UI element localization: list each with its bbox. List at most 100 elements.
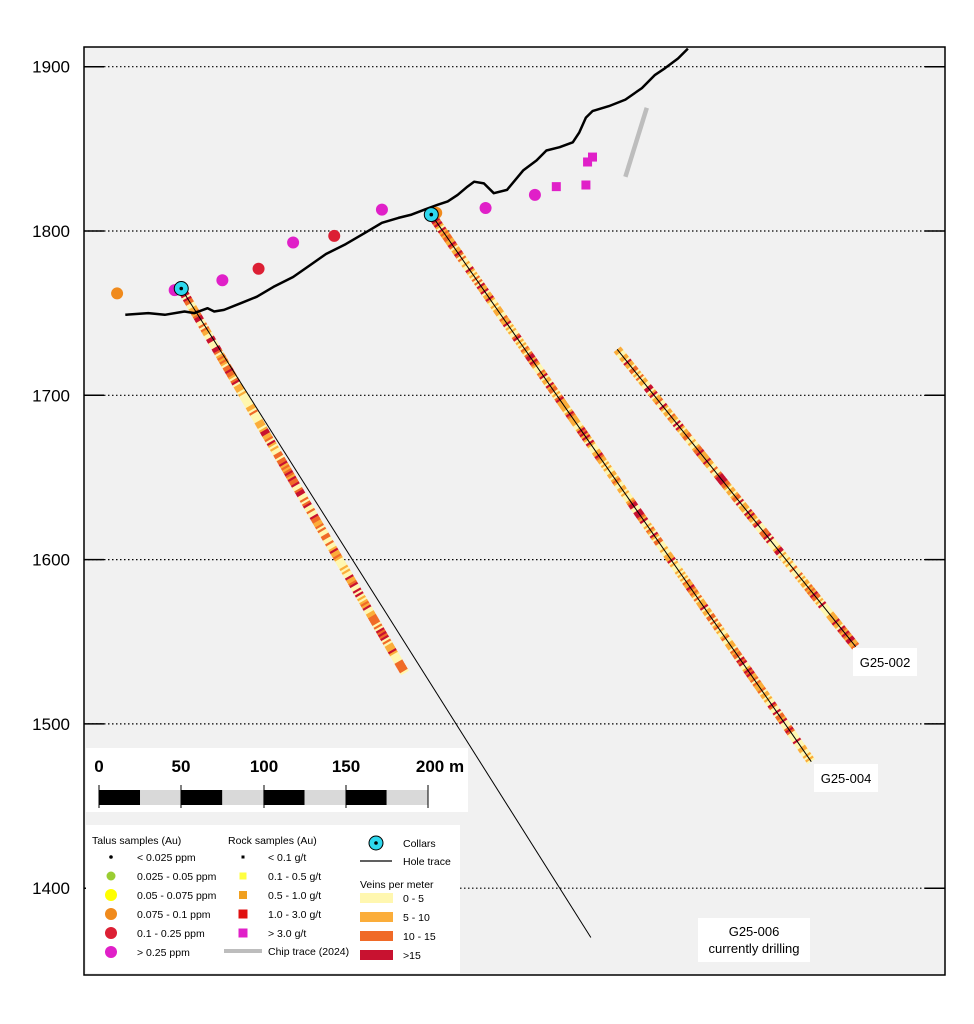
vein-segment bbox=[384, 642, 394, 650]
vein-segment bbox=[289, 479, 299, 487]
vein-segment bbox=[224, 367, 234, 375]
vein-segment bbox=[293, 485, 303, 493]
vein-segment bbox=[368, 613, 378, 621]
vein-segment bbox=[381, 636, 391, 644]
vein-segment bbox=[371, 619, 381, 627]
vein-segment bbox=[255, 420, 265, 428]
vein-segment bbox=[359, 598, 369, 606]
vein-segment bbox=[297, 492, 307, 500]
vein-segment bbox=[185, 299, 195, 307]
legend-rock-symbol bbox=[241, 855, 245, 859]
vein-segment bbox=[288, 477, 298, 485]
vein-segment bbox=[279, 462, 290, 470]
vein-segment bbox=[302, 502, 313, 510]
hole-label-g25-006: G25-006 currently drilling bbox=[698, 918, 810, 962]
vein-segment bbox=[356, 594, 367, 602]
vein-segment bbox=[256, 422, 266, 430]
vein-segment bbox=[397, 665, 407, 673]
tick-label: 1800 bbox=[32, 222, 70, 241]
vein-segment bbox=[358, 596, 368, 604]
scale-segment bbox=[263, 790, 305, 805]
legend-rock-symbol bbox=[238, 909, 248, 919]
vein-segment bbox=[261, 430, 271, 438]
legend-hole-trace-label: Hole trace bbox=[403, 856, 451, 868]
legend-vein-swatch bbox=[360, 893, 393, 903]
scale-label-50: 50 bbox=[172, 757, 191, 776]
tick-label: 1900 bbox=[32, 58, 70, 77]
vein-segment bbox=[382, 638, 392, 646]
legend-rock-entries: < 0.1 g/t 0.1 - 0.5 g/t 0.5 - 1.0 g/t 1.0 -… bbox=[238, 852, 321, 940]
legend-talus-label: < 0.025 ppm bbox=[137, 852, 196, 864]
vein-segment bbox=[386, 646, 396, 654]
vein-segment bbox=[192, 312, 203, 320]
vein-segment bbox=[373, 623, 383, 631]
vein-segment bbox=[186, 301, 196, 309]
legend-veins-entries: 0 - 5 5 - 10 10 - 15 >15 bbox=[360, 893, 436, 962]
vein-segment bbox=[264, 435, 274, 443]
vein-segment bbox=[316, 524, 326, 532]
legend-talus-title: Talus samples (Au) bbox=[92, 835, 181, 847]
vein-segment bbox=[394, 659, 404, 667]
hole-label-status: currently drilling bbox=[708, 941, 799, 956]
vein-segment bbox=[225, 369, 236, 377]
legend-vein-label: 0 - 5 bbox=[403, 893, 424, 905]
vein-segment bbox=[392, 655, 402, 663]
vein-segment bbox=[251, 413, 261, 421]
vein-segment bbox=[286, 473, 296, 481]
vein-segment bbox=[312, 519, 323, 527]
vein-segment bbox=[269, 445, 280, 453]
vein-segment bbox=[349, 581, 359, 589]
legend-vein-swatch bbox=[360, 912, 393, 922]
vein-segment bbox=[365, 610, 376, 618]
legend-collars-label: Collars bbox=[403, 838, 436, 850]
vein-segment bbox=[370, 617, 380, 625]
vein-segment bbox=[237, 390, 248, 398]
vein-segment bbox=[277, 458, 287, 466]
legend-vein-swatch bbox=[360, 931, 393, 941]
legend-rock-label: < 0.1 g/t bbox=[268, 852, 306, 864]
vein-segment bbox=[236, 388, 247, 396]
vein-segment bbox=[304, 504, 314, 512]
hole-label-box bbox=[814, 764, 878, 792]
legend-rock-label: 1.0 - 3.0 g/t bbox=[268, 909, 321, 921]
vein-segment bbox=[207, 337, 217, 345]
vein-segment bbox=[244, 401, 254, 409]
legend-talus-label: 0.1 - 0.25 ppm bbox=[137, 928, 205, 940]
scale-segment bbox=[181, 790, 223, 805]
legend-vein-swatch bbox=[360, 950, 393, 960]
hole-label-text: G25-002 bbox=[860, 655, 911, 670]
legend-rock-label: 0.5 - 1.0 g/t bbox=[268, 890, 321, 902]
vein-segment bbox=[329, 547, 339, 555]
scale-segment bbox=[222, 790, 264, 805]
vein-segment bbox=[395, 661, 405, 669]
vein-segment bbox=[296, 490, 306, 498]
vein-segment bbox=[273, 451, 283, 458]
vein-segment bbox=[275, 454, 285, 462]
vein-segment bbox=[350, 583, 360, 591]
rock-sample-point bbox=[551, 182, 561, 192]
vein-segment bbox=[257, 424, 268, 432]
vein-segment bbox=[326, 541, 336, 549]
vein-segment bbox=[332, 553, 342, 561]
vein-segment bbox=[344, 574, 355, 582]
hole-label-text: G25-006 bbox=[729, 924, 780, 939]
legend-talus-symbol bbox=[105, 908, 117, 920]
vein-segment bbox=[283, 468, 293, 476]
scale-label-200: 200 m bbox=[416, 757, 464, 776]
vein-segment bbox=[363, 606, 373, 614]
vein-segment bbox=[250, 411, 260, 419]
vein-segment bbox=[301, 500, 312, 508]
scale-label-100: 100 bbox=[250, 757, 278, 776]
vein-segment bbox=[377, 630, 388, 638]
vein-segment bbox=[193, 314, 204, 322]
vein-segment bbox=[263, 433, 273, 441]
vein-segment bbox=[380, 634, 390, 642]
vein-segment bbox=[385, 644, 395, 652]
legend-rock-symbol bbox=[239, 872, 247, 880]
vein-segment bbox=[260, 428, 270, 436]
vein-segment bbox=[345, 576, 356, 583]
legend-rock-label: 0.1 - 0.5 g/t bbox=[268, 871, 321, 883]
vein-segment bbox=[252, 415, 262, 423]
topography-line bbox=[125, 47, 689, 317]
